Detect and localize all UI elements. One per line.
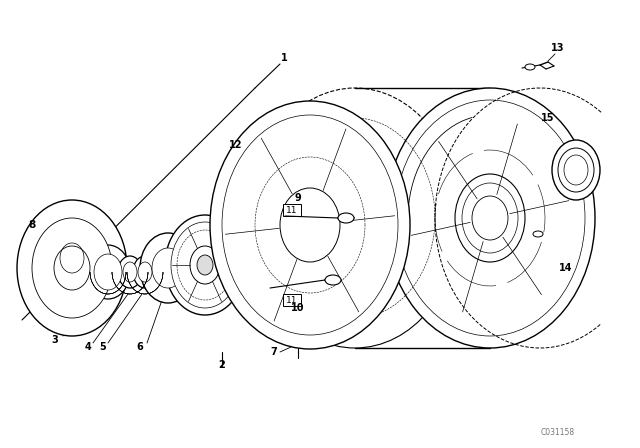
Ellipse shape [190, 246, 220, 284]
Ellipse shape [133, 256, 157, 288]
FancyBboxPatch shape [283, 294, 301, 306]
Ellipse shape [17, 200, 127, 336]
Text: 15: 15 [541, 113, 555, 123]
Text: 11: 11 [286, 296, 298, 305]
Ellipse shape [54, 246, 90, 290]
Text: C031158: C031158 [541, 427, 575, 436]
Ellipse shape [123, 262, 137, 282]
Ellipse shape [94, 254, 122, 290]
Ellipse shape [558, 148, 594, 192]
Text: 5: 5 [100, 342, 106, 352]
Ellipse shape [385, 88, 595, 348]
Text: 8: 8 [28, 220, 36, 230]
Ellipse shape [197, 255, 213, 275]
Text: 10: 10 [291, 303, 305, 313]
Ellipse shape [171, 222, 239, 308]
Ellipse shape [533, 231, 543, 237]
Ellipse shape [280, 188, 340, 262]
Ellipse shape [325, 275, 341, 285]
Ellipse shape [152, 248, 184, 288]
Text: 4: 4 [84, 342, 92, 352]
Ellipse shape [525, 64, 535, 70]
Ellipse shape [552, 140, 600, 200]
Ellipse shape [86, 245, 130, 299]
Text: 7: 7 [271, 347, 277, 357]
Ellipse shape [210, 101, 410, 349]
Text: 14: 14 [559, 263, 573, 273]
Ellipse shape [32, 218, 112, 318]
Ellipse shape [462, 183, 518, 253]
Ellipse shape [118, 256, 142, 288]
Text: 1: 1 [280, 53, 287, 63]
Text: 13: 13 [551, 43, 564, 53]
Ellipse shape [338, 213, 354, 223]
Ellipse shape [138, 262, 152, 282]
Ellipse shape [455, 174, 525, 262]
Text: 9: 9 [294, 193, 301, 203]
Ellipse shape [165, 215, 245, 315]
Ellipse shape [472, 196, 508, 240]
Text: 2: 2 [219, 360, 225, 370]
Text: 12: 12 [229, 140, 243, 150]
Text: 6: 6 [136, 342, 143, 352]
Ellipse shape [564, 155, 588, 185]
FancyBboxPatch shape [283, 204, 301, 216]
Text: 3: 3 [52, 335, 58, 345]
Text: 11: 11 [286, 206, 298, 215]
Ellipse shape [140, 233, 196, 303]
